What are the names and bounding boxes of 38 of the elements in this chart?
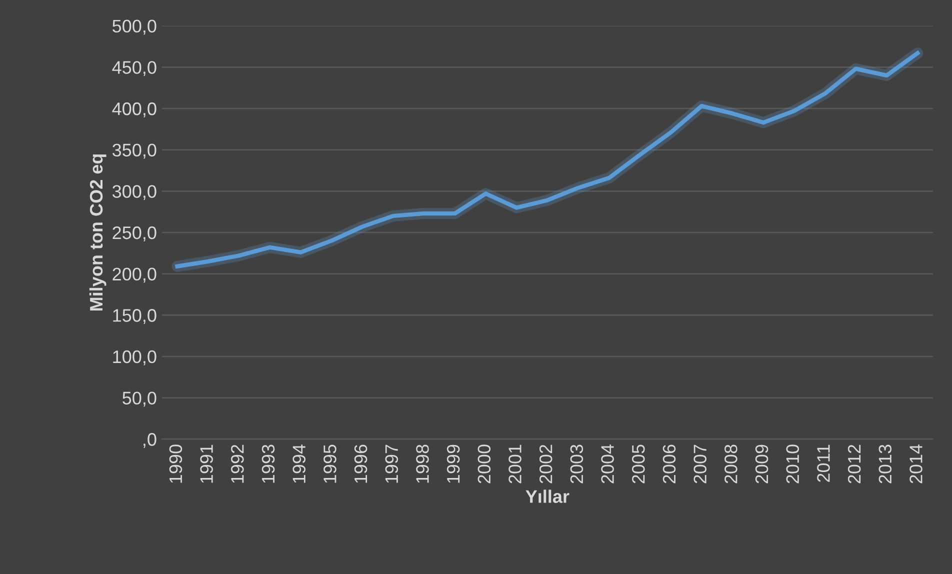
x-tick-label: 2014 (910, 444, 922, 484)
x-tick-label: 2013 (878, 444, 892, 484)
x-tick-label: 2001 (508, 444, 522, 484)
x-tick-label: 2010 (786, 444, 800, 484)
x-tick-label: 2007 (694, 444, 706, 484)
y-tick-label: 150,0 (113, 309, 156, 324)
x-tick-label: 1999 (446, 444, 460, 483)
x-tick-label: 2008 (724, 444, 738, 484)
y-tick-label: 350,0 (112, 144, 156, 159)
x-axis-title: Yıllar (526, 490, 570, 503)
y-tick-label: 250,0 (112, 226, 156, 242)
y-tick-label: ,0 (144, 433, 156, 448)
x-tick-label: 2004 (601, 444, 614, 484)
x-tick-label: 2006 (662, 444, 676, 484)
x-tick-label: 1990 (169, 444, 182, 483)
x-tick-label: 1991 (200, 444, 213, 483)
y-tick-label: 450,0 (112, 61, 156, 76)
y-tick-label: 50,0 (122, 392, 156, 407)
x-tick-label: 1998 (416, 444, 429, 483)
x-tick-label: 1997 (385, 444, 398, 483)
x-tick-label: 1996 (354, 444, 368, 483)
y-axis-title: Milyon ton CO2 eq (89, 154, 106, 310)
x-tick-label: 1994 (292, 444, 306, 483)
x-tick-label: 2003 (570, 444, 584, 484)
y-tick-label: 100,0 (113, 350, 156, 366)
x-tick-label: 2002 (539, 444, 552, 484)
x-tick-label: 1992 (231, 444, 244, 483)
y-tick-label: 400,0 (112, 102, 156, 118)
x-tick-label: 2011 (817, 444, 830, 482)
x-tick-label: 1995 (324, 444, 336, 483)
x-tick-label: 2005 (632, 444, 645, 484)
x-tick-label: 1993 (262, 444, 275, 483)
x-tick-label: 2000 (478, 444, 491, 484)
y-tick-label: 500,0 (112, 20, 156, 35)
x-tick-label: 2012 (848, 444, 861, 484)
x-tick-label: 2009 (755, 444, 768, 484)
y-tick-label: 300,0 (112, 185, 156, 200)
y-tick-label: 200,0 (112, 268, 156, 283)
